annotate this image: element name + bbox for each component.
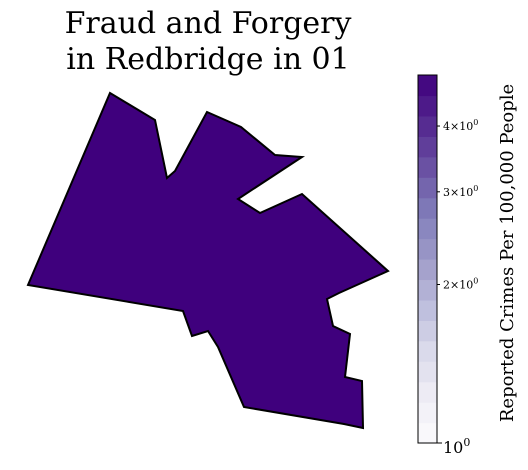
map-title-line-2: in Redbridge in 01 xyxy=(66,42,349,77)
colorbar-band xyxy=(418,115,437,137)
colorbar-tick-label: 4×100 xyxy=(443,118,478,133)
colorbar-band xyxy=(418,402,437,424)
colorbar-tick-base: 2×10 xyxy=(443,279,473,292)
colorbar-band xyxy=(418,299,437,321)
colorbar-tick-base: 3×10 xyxy=(443,186,473,199)
colorbar-tick-base: 10 xyxy=(443,438,463,457)
colorbar-band xyxy=(418,177,437,199)
colorbar-band xyxy=(418,381,437,403)
colorbar-band xyxy=(418,320,437,342)
colorbar-band xyxy=(418,156,437,178)
colorbar-label: Reported Crimes Per 100,000 People xyxy=(497,84,518,422)
colorbar-band xyxy=(418,197,437,219)
region-redbridge xyxy=(26,91,390,430)
colorbar-band xyxy=(418,238,437,260)
colorbar-band xyxy=(418,136,437,158)
colorbar-band xyxy=(418,259,437,281)
colorbar-band xyxy=(418,75,437,97)
colorbar-tick-base: 4×10 xyxy=(443,120,473,133)
colorbar-tick-label: 3×100 xyxy=(443,184,478,199)
colorbar-tick-exponent: 0 xyxy=(473,277,478,286)
colorbar-tick-label: 2×100 xyxy=(443,277,478,292)
colorbar-band xyxy=(418,422,437,444)
colorbar-band xyxy=(418,361,437,383)
map-title-line-1: Fraud and Forgery xyxy=(65,6,352,41)
colorbar-band xyxy=(418,279,437,301)
colorbar-band xyxy=(418,95,437,117)
colorbar-frame xyxy=(417,74,438,444)
colorbar-tick-label: 100 xyxy=(443,436,470,457)
colorbar-band xyxy=(418,340,437,362)
colorbar-gradient xyxy=(418,75,437,444)
colorbar-tick-exponent: 0 xyxy=(473,184,478,193)
colorbar-tick-exponent: 0 xyxy=(463,436,470,449)
colorbar-tick-exponent: 0 xyxy=(473,118,478,127)
colorbar-band xyxy=(418,218,437,240)
